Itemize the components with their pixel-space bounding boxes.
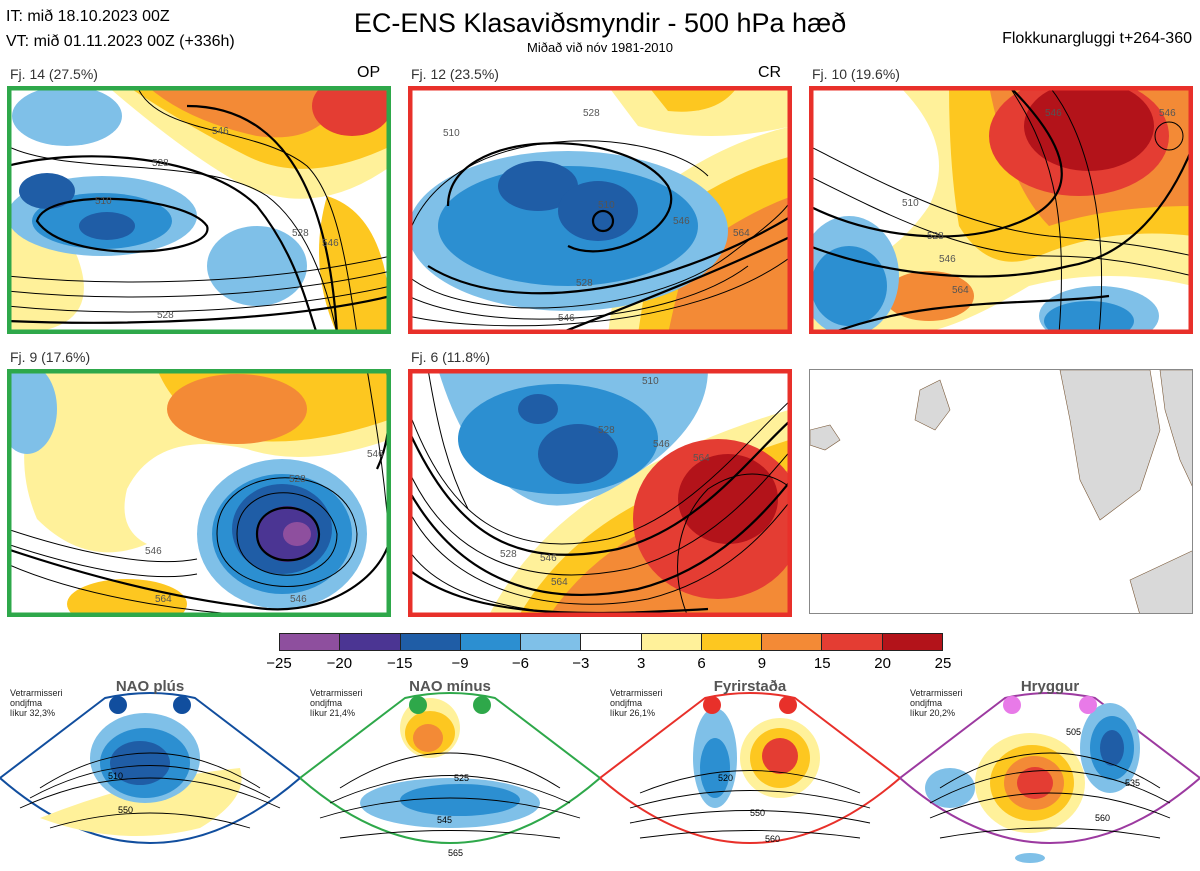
regime-title: Fyrirstaða — [713, 678, 787, 695]
vt-line: VT: mið 01.11.2023 00Z (+336h) — [6, 33, 235, 50]
p5-contour-label: 546 — [540, 553, 557, 564]
basemap-panel — [809, 369, 1193, 614]
regime-title: Hryggur — [1020, 678, 1080, 695]
regime-note: Vetrarmisseri ondjfma líkur 20,2% — [910, 688, 963, 718]
p5-contour-label: 564 — [551, 577, 568, 588]
p4-contour-label: 564 — [155, 594, 172, 605]
colorbar-swatch — [822, 634, 883, 650]
it-line: IT: mið 18.10.2023 00Z — [6, 8, 170, 25]
colorbar-tick-label: −15 — [386, 655, 413, 672]
colorbar-tick-label: 3 — [637, 655, 646, 672]
p1-contour-label: 528 — [292, 228, 309, 239]
p4-contour-label: 546 — [145, 546, 162, 557]
p2-contour-label: 546 — [673, 216, 690, 227]
p1-contour-label: 510 — [95, 196, 112, 207]
p3-contour-label: 528 — [927, 231, 944, 242]
p2-contour-label: 510 — [598, 200, 615, 211]
regime-blocking: 520 550 560 Fyrirstaða Vetrarmisseri ond… — [600, 678, 900, 871]
cluster-1-label: Fj. 14 (27.5%) — [10, 66, 98, 82]
regime-contour-label: 510 — [108, 771, 123, 781]
colorbar-swatch — [762, 634, 823, 650]
regime-contour-label: 560 — [765, 834, 780, 844]
colorbar-swatch — [641, 634, 702, 650]
p2-contour-label: 546 — [558, 313, 575, 324]
colorbar-tick-label: 9 — [757, 655, 767, 672]
colorbar-tick-label: −25 — [266, 655, 292, 672]
p2-contour-label: 528 — [576, 278, 593, 289]
colorbar-tick-label: −9 — [451, 655, 469, 672]
p2-contour-label: 528 — [583, 108, 600, 119]
regime-ridge: 505 535 560 Hryggur Vetrarmisseri ondjfm… — [900, 678, 1200, 871]
regime-contour-label: 565 — [448, 848, 463, 858]
cluster-3-label: Fj. 10 (19.6%) — [812, 66, 900, 82]
p1-contour-label: 546 — [212, 126, 229, 137]
colorbar-swatch — [521, 634, 582, 650]
colorbar — [279, 633, 943, 651]
p3-contour-label: 546 — [939, 254, 956, 265]
window-info: Flokkunargluggi t+264-360 — [1002, 30, 1192, 47]
p1-contour-label: 546 — [322, 238, 339, 249]
regime-nao-plus: 510 550 NAO plús Vetrarmisseri ondjfma l… — [0, 678, 300, 871]
page-subtitle: Miðað við nóv 1981-2010 — [527, 40, 673, 55]
colorbar-swatch — [701, 634, 763, 650]
regime-note: Vetrarmisseri ondjfma líkur 21,4% — [310, 688, 363, 718]
cluster-2-label: Fj. 12 (23.5%) — [411, 66, 499, 82]
cluster-1-tag: OP — [357, 64, 381, 81]
colorbar-tick-label: 20 — [874, 655, 891, 672]
regime-contour-label: 535 — [1125, 778, 1140, 788]
p3-contour-label: 546 — [1045, 108, 1062, 119]
colorbar-tick-label: −6 — [511, 655, 530, 672]
run-info: IT: mið 18.10.2023 00Z VT: mið 01.11.202… — [6, 4, 235, 54]
p4-contour-label: 546 — [367, 449, 384, 460]
regime-note: Vetrarmisseri ondjfma líkur 26,1% — [610, 688, 663, 718]
p5-contour-label: 546 — [653, 439, 670, 450]
p5-contour-label: 564 — [693, 453, 710, 464]
p3-contour-label: 546 — [1159, 108, 1176, 119]
colorbar-swatch — [460, 634, 522, 650]
colorbar-swatch — [340, 634, 401, 650]
regime-contour-label: 520 — [718, 773, 733, 783]
p1-contour-label: 528 — [152, 158, 169, 169]
p1-contour-label: 528 — [157, 310, 174, 321]
p4-contour-label: 546 — [290, 594, 307, 605]
regime-nao-minus: 525 545 565 NAO mínus Vetrarmisseri ondj… — [300, 678, 600, 871]
p5-contour-label: 528 — [598, 425, 615, 436]
p3-contour-label: 510 — [902, 198, 919, 209]
colorbar-swatch — [882, 634, 942, 650]
p4-contour-label: 528 — [289, 474, 306, 485]
p5-contour-label: 510 — [642, 376, 659, 387]
p2-contour-label: 510 — [443, 128, 460, 139]
colorbar-tick-label: 6 — [697, 655, 706, 672]
regime-contour-label: 505 — [1066, 727, 1081, 737]
colorbar-tick-labels: −25 −20 −15 −9 −6 −3 3 6 9 15 20 25 — [266, 655, 951, 673]
regime-contour-label: 545 — [437, 815, 452, 825]
p2-contour-label: 564 — [733, 228, 750, 239]
page-title: EC-ENS Klasaviðsmyndir - 500 hPa hæð — [353, 8, 847, 38]
cluster-2-tag: CR — [758, 64, 782, 81]
colorbar-swatch — [400, 634, 461, 650]
cluster-3-map: 510 528 546 564 546 546 — [809, 86, 1193, 334]
colorbar-tick-label: 15 — [813, 655, 831, 672]
regime-title: NAO plús — [115, 678, 185, 695]
p3-contour-label: 564 — [952, 285, 969, 296]
regime-contour-label: 525 — [454, 773, 469, 783]
colorbar-tick-label: −20 — [326, 655, 353, 672]
cluster-1-map: 546 528 510 528 546 528 — [7, 86, 391, 334]
colorbar-swatch — [581, 634, 642, 650]
cluster-4-map: 528 546 564 546 546 — [7, 369, 391, 617]
colorbar-tick-label: −3 — [572, 655, 590, 672]
colorbar-tick-label: 25 — [934, 655, 952, 672]
regime-note: Vetrarmisseri ondjfma líkur 32,3% — [10, 688, 63, 718]
regime-contour-label: 550 — [118, 805, 133, 815]
regime-contour-label: 560 — [1095, 813, 1110, 823]
cluster-2-map: 528 510 510 546 564 528 546 — [408, 86, 792, 334]
cluster-5-label: Fj. 6 (11.8%) — [411, 349, 491, 365]
cluster-4-label: Fj. 9 (17.6%) — [10, 349, 91, 365]
regime-contour-label: 550 — [750, 808, 765, 818]
colorbar-swatch — [280, 634, 341, 650]
p5-contour-label: 528 — [500, 549, 517, 560]
regime-title: NAO mínus — [409, 678, 491, 695]
cluster-5-map: 510 528 546 564 528 546 564 — [408, 369, 792, 617]
